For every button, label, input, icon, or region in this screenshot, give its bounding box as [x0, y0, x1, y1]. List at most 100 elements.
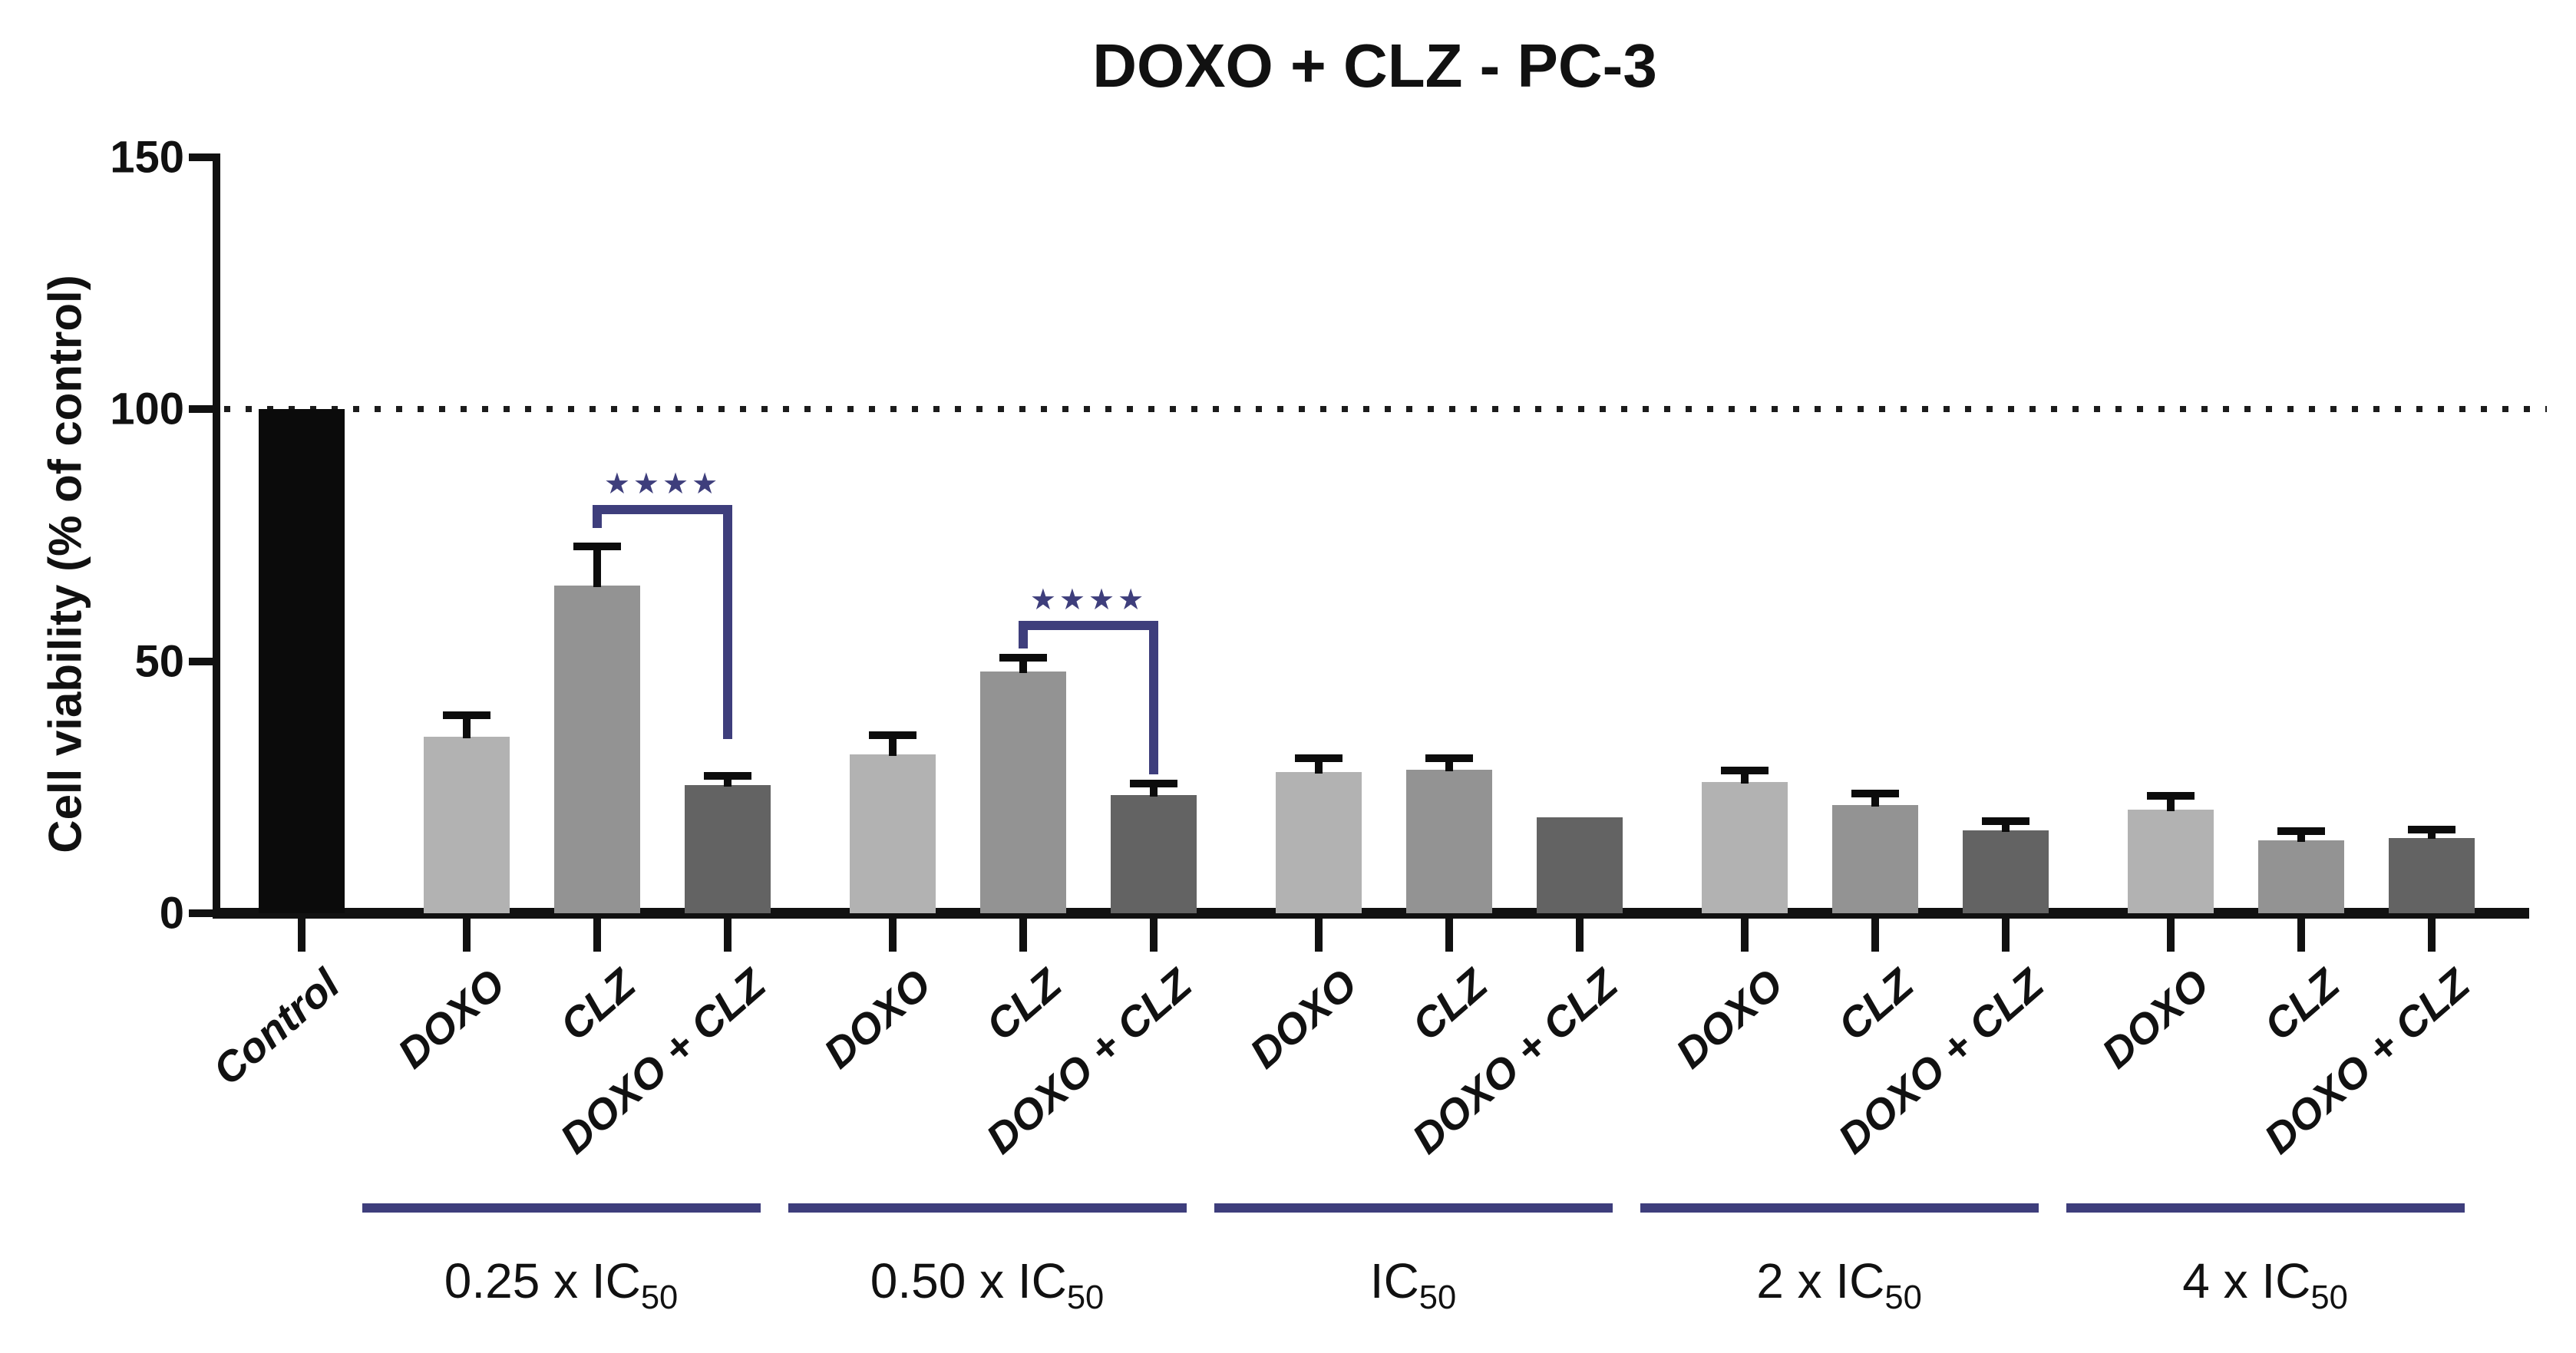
x-tick-label-doxo: DOXO [388, 959, 514, 1077]
group-label: 0.50 x IC50 [870, 1253, 1105, 1316]
x-tick [724, 913, 732, 952]
y-tick [189, 405, 220, 414]
group-label-subscript: 50 [2310, 1279, 2348, 1316]
error-bar-cap [1130, 779, 1177, 787]
y-axis-label: Cell viability (% of control) [39, 275, 91, 853]
y-tick [189, 909, 220, 917]
bar-doxo-g2 [850, 754, 936, 913]
x-tick [1445, 913, 1453, 952]
group-underline [362, 1203, 761, 1213]
x-tick-label-clz: CLZ [1828, 959, 1923, 1050]
significance-bracket-right-leg [723, 505, 732, 740]
x-tick [1871, 913, 1879, 952]
x-tick-label-clz: CLZ [1402, 959, 1497, 1050]
bar-doxo-clz-g5 [2389, 837, 2475, 913]
bar-doxo-g4 [1702, 782, 1788, 913]
x-tick [2167, 913, 2175, 952]
error-bar-stem [1741, 773, 1749, 784]
x-tick [2297, 913, 2305, 952]
error-bar-stem [463, 718, 471, 739]
reference-dotted-line [224, 406, 2547, 413]
error-bar-stem [1445, 761, 1453, 771]
error-bar-cap [704, 771, 751, 780]
bar-doxo-g1 [424, 737, 510, 913]
error-bar-cap [2147, 792, 2195, 800]
x-tick [298, 913, 305, 952]
error-bar-cap [1851, 789, 1899, 797]
error-bar-cap [869, 731, 916, 740]
significance-bracket-right-leg [1149, 621, 1158, 775]
error-bar-cap [443, 711, 490, 720]
error-bar-cap [1721, 767, 1769, 775]
group-underline [1214, 1203, 1613, 1213]
x-tick-label-doxo: DOXO [1666, 959, 1792, 1077]
group-label: 2 x IC50 [1756, 1253, 1922, 1316]
y-tick-label: 50 [134, 636, 184, 687]
error-bar-stem [1150, 785, 1158, 797]
error-bar-cap [1982, 817, 2029, 826]
group-label: 4 x IC50 [2182, 1253, 2348, 1316]
x-tick [889, 913, 897, 952]
bar-control-g0 [259, 409, 345, 913]
y-tick-label: 0 [159, 888, 184, 939]
error-bar-cap [2277, 827, 2325, 836]
y-tick-label: 150 [110, 132, 184, 183]
x-tick-label-doxo: DOXO [814, 959, 940, 1077]
x-tick [1741, 913, 1749, 952]
error-bar-cap [999, 653, 1047, 662]
error-bar-stem [593, 549, 601, 588]
error-bar-stem [2297, 833, 2305, 842]
group-underline [1640, 1203, 2039, 1213]
x-tick-label-clz: CLZ [2254, 959, 2349, 1050]
y-tick-label: 100 [110, 384, 184, 434]
error-bar-cap [2408, 826, 2455, 834]
error-bar-stem [2428, 832, 2436, 840]
chart-title: DOXO + CLZ - PC-3 [1092, 31, 1657, 100]
x-tick-label-control: Control [204, 959, 349, 1094]
bar-doxo-g3 [1276, 772, 1362, 913]
bar-doxo-clz-g1 [685, 784, 771, 913]
significance-bracket-left-leg [1019, 621, 1028, 649]
error-bar-cap [573, 543, 621, 551]
x-tick [2002, 913, 2010, 952]
error-bar-cap [1295, 754, 1342, 762]
significance-stars: ★★★★ [1029, 584, 1148, 617]
group-underline [2066, 1203, 2465, 1213]
group-label-subscript: 50 [1066, 1279, 1105, 1316]
bar-doxo-clz-g3 [1537, 817, 1623, 913]
error-bar-stem [1315, 761, 1323, 774]
significance-bracket-top [593, 505, 732, 515]
y-axis-line [213, 153, 220, 919]
x-tick-label-clz: CLZ [550, 959, 645, 1050]
x-tick [1315, 913, 1323, 952]
x-tick [463, 913, 471, 952]
x-tick-label-doxo: DOXO [2092, 959, 2218, 1077]
group-label: IC50 [1369, 1253, 1457, 1316]
group-label-subscript: 50 [640, 1279, 679, 1316]
error-bar-stem [1019, 659, 1027, 673]
bar-clz-g1 [554, 586, 640, 913]
group-label-subscript: 50 [1418, 1279, 1457, 1316]
group-underline [788, 1203, 1187, 1213]
group-label-subscript: 50 [1884, 1279, 1922, 1316]
significance-bracket-left-leg [593, 505, 602, 528]
y-tick [189, 153, 220, 161]
x-axis-line [213, 908, 2529, 919]
x-tick [1576, 913, 1584, 952]
bar-clz-g2 [980, 671, 1066, 913]
error-bar-stem [2167, 798, 2175, 812]
x-tick [2428, 913, 2436, 952]
x-tick [1019, 913, 1027, 952]
significance-bracket-top [1019, 621, 1158, 631]
error-bar-stem [889, 738, 897, 757]
x-tick-label-doxo: DOXO [1240, 959, 1366, 1077]
error-bar-cap [1425, 754, 1473, 762]
bar-clz-g3 [1406, 769, 1492, 913]
x-tick [1150, 913, 1158, 952]
x-tick-label-clz: CLZ [976, 959, 1071, 1050]
y-tick [189, 657, 220, 665]
bar-clz-g5 [2258, 840, 2344, 913]
bar-doxo-g5 [2128, 810, 2214, 913]
error-bar-stem [724, 777, 732, 787]
